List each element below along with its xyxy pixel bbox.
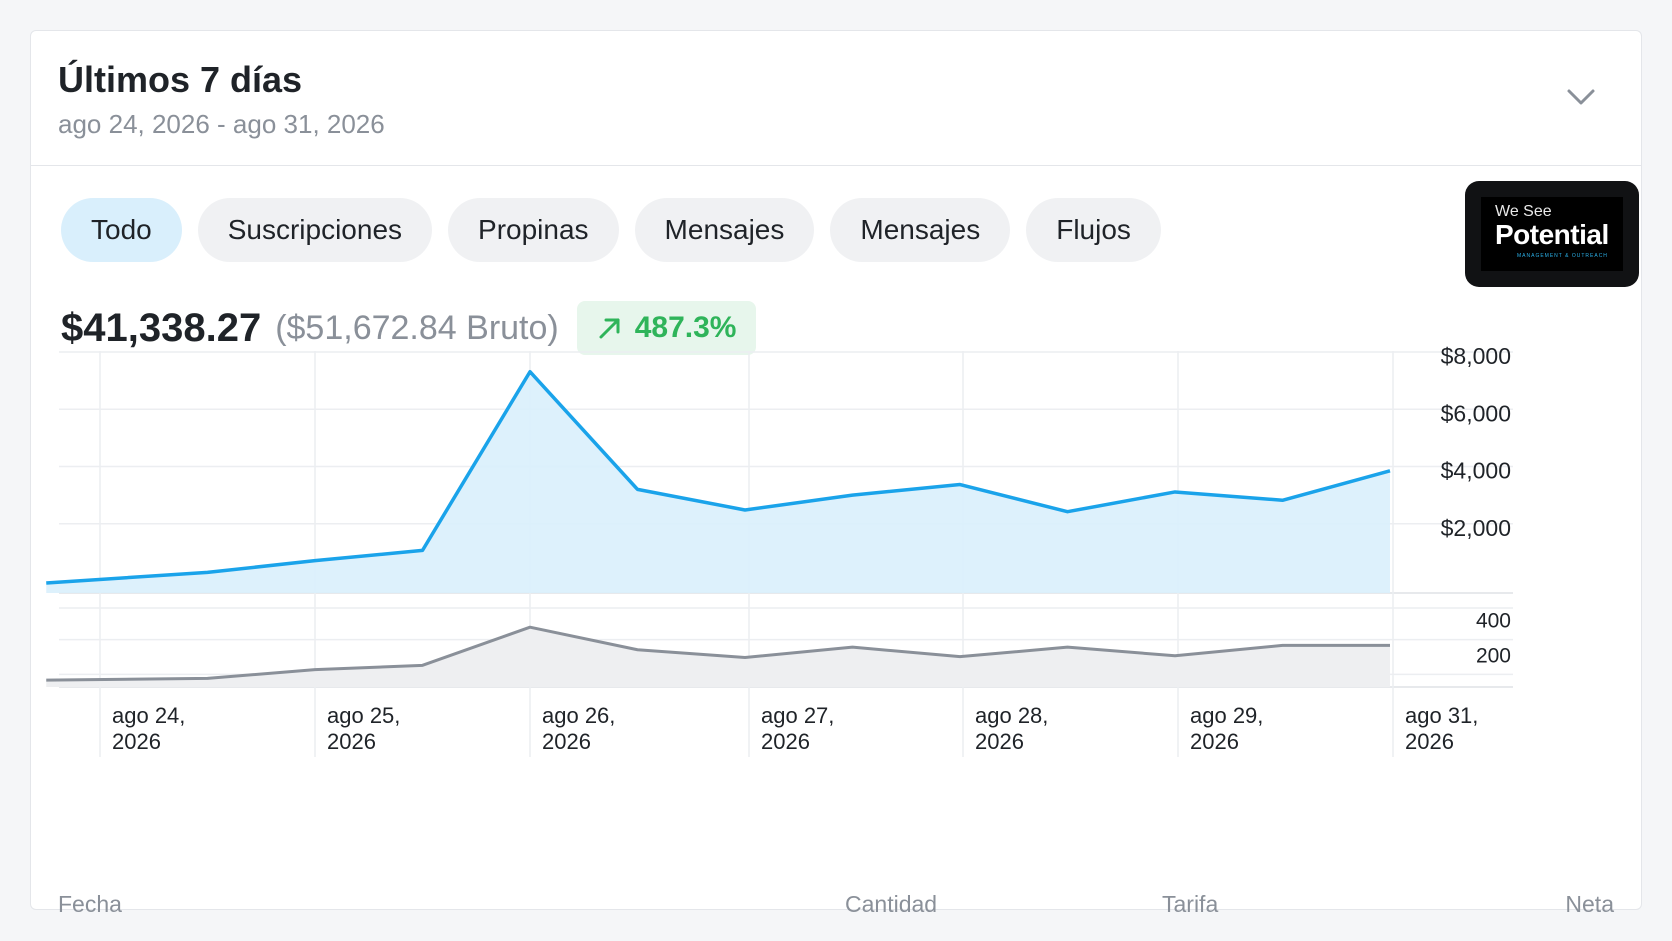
x-tick-label: ago 31, xyxy=(1405,703,1478,728)
series-line-revenue xyxy=(46,369,1391,585)
x-tick-label-year: 2026 xyxy=(327,729,376,754)
growth-badge: 487.3% xyxy=(576,301,757,355)
gross-amount: ($51,672.84 Bruto) xyxy=(275,308,559,347)
x-tick-label: ago 25, xyxy=(327,703,400,728)
x-tick-label: ago 28, xyxy=(975,703,1048,728)
growth-value: 487.3% xyxy=(634,311,737,344)
series-area-revenue xyxy=(46,371,1390,593)
y-tick-label: $8,000 xyxy=(1441,343,1511,369)
series-line-count xyxy=(46,625,1390,682)
y-tick-label: 200 xyxy=(1476,644,1511,667)
column-neta[interactable]: Neta xyxy=(1565,891,1614,917)
logo-tagline: MANAGEMENT & OUTREACH xyxy=(1517,253,1608,259)
y-tick-label: $6,000 xyxy=(1441,400,1511,426)
filter-todo[interactable]: Todo xyxy=(61,198,182,262)
y-tick-label: $4,000 xyxy=(1441,458,1511,484)
filter-flujos[interactable]: Flujos xyxy=(1026,198,1161,262)
date-range: ago 24, 2026 - ago 31, 2026 xyxy=(58,109,385,139)
filter-mensajes-2[interactable]: Mensajes xyxy=(830,198,1011,262)
column-tarifa[interactable]: Tarifa xyxy=(1162,891,1219,917)
logo-top-text: We See xyxy=(1495,203,1552,220)
x-tick-label-year: 2026 xyxy=(1190,729,1239,754)
logo-main-text: Potential xyxy=(1495,219,1609,250)
x-tick-label: ago 24, xyxy=(112,703,185,728)
x-tick-label-year: 2026 xyxy=(975,729,1024,754)
period-title: Últimos 7 días xyxy=(58,59,303,100)
x-tick-label: ago 29, xyxy=(1190,703,1263,728)
filter-mensajes[interactable]: Mensajes xyxy=(634,198,815,262)
x-tick-label-year: 2026 xyxy=(1405,729,1454,754)
column-fecha[interactable]: Fecha xyxy=(58,891,122,917)
x-tick-label-year: 2026 xyxy=(112,729,161,754)
x-tick-label: ago 27, xyxy=(761,703,834,728)
earnings-card: Últimos 7 días ago 24, 2026 - ago 31, 20… xyxy=(30,30,1642,917)
summary-row: $41,338.27 ($51,672.84 Bruto) 487.3% xyxy=(61,301,757,355)
x-tick-label-year: 2026 xyxy=(542,729,591,754)
x-tick-label-year: 2026 xyxy=(761,729,810,754)
filter-suscripciones[interactable]: Suscripciones xyxy=(197,198,433,262)
card-header[interactable]: Últimos 7 días ago 24, 2026 - ago 31, 20… xyxy=(31,31,1641,166)
y-tick-label: 400 xyxy=(1476,610,1511,633)
x-tick-label: ago 26, xyxy=(542,703,615,728)
chevron-down-icon[interactable] xyxy=(1563,79,1599,115)
filter-propinas[interactable]: Propinas xyxy=(448,198,619,262)
y-tick-label: $2,000 xyxy=(1441,515,1511,541)
series-area-count xyxy=(46,627,1390,687)
net-amount: $41,338.27 xyxy=(61,305,262,350)
filter-pills: Todo Suscripciones Propinas Mensajes Men… xyxy=(61,198,1161,262)
arrow-up-right-icon xyxy=(599,318,620,339)
brand-logo: We See Potential MANAGEMENT & OUTREACH xyxy=(1465,181,1639,287)
column-cantidad[interactable]: Cantidad xyxy=(845,891,938,917)
